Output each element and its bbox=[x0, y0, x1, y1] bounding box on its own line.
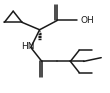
Text: HN: HN bbox=[21, 42, 34, 51]
Text: OH: OH bbox=[80, 16, 94, 25]
